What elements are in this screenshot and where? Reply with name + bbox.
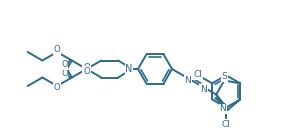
- Text: O: O: [61, 60, 68, 69]
- Text: O: O: [61, 69, 68, 78]
- Text: O: O: [54, 46, 61, 55]
- Text: S: S: [221, 72, 227, 81]
- Text: O: O: [54, 84, 61, 93]
- Text: N: N: [125, 64, 133, 74]
- Text: N: N: [200, 84, 207, 93]
- Text: O: O: [83, 67, 90, 76]
- Text: O: O: [83, 62, 90, 72]
- Text: Cl: Cl: [193, 70, 202, 79]
- Text: Cl: Cl: [222, 120, 230, 129]
- Text: N: N: [219, 104, 226, 113]
- Text: N: N: [184, 76, 191, 85]
